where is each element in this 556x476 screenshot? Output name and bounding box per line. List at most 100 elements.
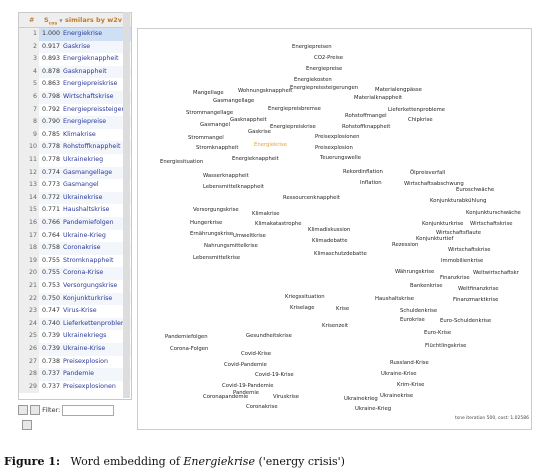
embedding-word[interactable]: Coronapandemie	[203, 394, 249, 400]
embedding-word[interactable]: Wirtschaftsflaute	[436, 230, 482, 236]
embedding-word[interactable]: Wohnungsknappheit	[238, 88, 293, 94]
embedding-word[interactable]: Gasmangel	[200, 122, 230, 128]
embedding-word[interactable]: Ukraine-Krise	[381, 371, 417, 377]
embedding-word[interactable]: Preisexplosion	[315, 145, 353, 151]
table-row[interactable]: 19 0.755 Stromknappheit	[19, 254, 131, 268]
embedding-word[interactable]: Ukrainekrise	[380, 393, 414, 399]
embedding-word[interactable]: Energiekrise	[254, 142, 287, 148]
embedding-word[interactable]: Klimadiskussion	[308, 227, 351, 233]
embedding-word[interactable]: Russland-Krise	[390, 360, 429, 366]
embedding-word[interactable]: Stromknappheit	[196, 145, 239, 151]
table-row[interactable]: 28 0.737 Pandemie	[19, 368, 131, 381]
table-row[interactable]: 16 0.766 Pandemiefolgen	[19, 217, 131, 230]
table-row[interactable]: 22 0.750 Konjunkturkrise	[19, 292, 131, 306]
embedding-word[interactable]: Krisenzeit	[322, 323, 349, 329]
table-row[interactable]: 12 0.774 Gasmangellage	[19, 166, 131, 180]
embedding-word[interactable]: Schuldenkrise	[400, 308, 438, 314]
embedding-word[interactable]: Rohstoffknappheit	[342, 124, 391, 130]
table-row[interactable]: 8 0.790 Energiepreise	[19, 116, 131, 129]
scrollbar[interactable]	[123, 12, 130, 398]
embedding-word[interactable]: Immobilienkrise	[441, 258, 484, 264]
embedding-word[interactable]: Gasknappheit	[230, 117, 267, 123]
embedding-word[interactable]: Energiesituation	[160, 159, 204, 165]
embedding-word[interactable]: Versorgungskrise	[193, 207, 239, 213]
embedding-word[interactable]: Wirtschaftskrise	[448, 247, 491, 253]
embedding-word[interactable]: Lieferkettenprobleme	[388, 107, 446, 113]
table-row[interactable]: 10 0.778 Rohstoffknappheit	[19, 141, 131, 154]
table-row[interactable]: 7 0.792 Energiepreissteiger	[19, 103, 131, 117]
embedding-word[interactable]: Covid-Krise	[241, 351, 271, 357]
header-score[interactable]: Scos ▼	[44, 16, 63, 27]
embedding-word[interactable]: Ukrainekrieg	[344, 396, 378, 402]
filter-input[interactable]	[62, 404, 115, 416]
embedding-word[interactable]: Wirtschaftsabschwung	[404, 181, 464, 187]
embedding-word[interactable]: Pandemie	[233, 390, 260, 396]
embedding-word[interactable]: Wirtschaftskrise	[470, 221, 513, 227]
embedding-word[interactable]: Ressourcenknappheit	[283, 195, 340, 201]
embedding-word[interactable]: Inflation	[360, 180, 382, 186]
embedding-word[interactable]: Energieknappheit	[232, 156, 279, 162]
table-row[interactable]: 5 0.863 Energiepreiskrise	[19, 78, 131, 91]
embedding-word[interactable]: Materialknappheit	[354, 95, 403, 101]
icon[interactable]	[30, 405, 41, 415]
embedding-word[interactable]: Gesundheitskrise	[246, 333, 292, 339]
embedding-word[interactable]: Euro-Krise	[424, 330, 452, 336]
embedding-word[interactable]: Finanzmarktkrise	[453, 297, 499, 303]
table-row[interactable]: 11 0.778 Ukrainekrieg	[19, 154, 131, 167]
icon[interactable]	[22, 420, 32, 430]
table-row[interactable]: 1 1.000 Energiekrise	[19, 28, 131, 41]
embedding-word[interactable]: Covid-Pandemie	[224, 362, 267, 368]
embedding-word[interactable]: Euroschwäche	[456, 187, 495, 193]
header-words[interactable]: similars by w2v	[65, 16, 122, 24]
embedding-word[interactable]: Energiepreissteigerungen	[290, 85, 359, 91]
embedding-word[interactable]: Gaskrise	[248, 129, 271, 135]
icon[interactable]	[18, 405, 28, 415]
table-row[interactable]: 13 0.773 Gasmangel	[19, 179, 131, 192]
embedding-word[interactable]: Konjunkturschwäche	[466, 210, 521, 216]
embedding-word[interactable]: Währungskrise	[395, 269, 435, 275]
embedding-word[interactable]: Klimadebatte	[312, 238, 348, 244]
embedding-word[interactable]: Covid-19-Pandemie	[222, 383, 274, 389]
table-row[interactable]: 17 0.764 Ukraine-Krieg	[19, 229, 131, 243]
embedding-word[interactable]: Krise	[336, 306, 350, 312]
embedding-word[interactable]: Ernährungskrise	[190, 231, 234, 237]
embedding-word[interactable]: Lebensmittelkrise	[193, 255, 241, 261]
embedding-word[interactable]: Krim-Krise	[397, 382, 425, 388]
embedding-word[interactable]: Viruskrise	[273, 394, 300, 400]
embedding-word[interactable]: Materialengpässe	[375, 87, 422, 93]
embedding-word[interactable]: Wasserknappheit	[203, 173, 249, 179]
table-row[interactable]: 24 0.740 Lieferkettenprobler	[19, 317, 131, 331]
table-row[interactable]: 9 0.785 Klimakrise	[19, 128, 131, 142]
embedding-word[interactable]: Covid-19-Krise	[255, 372, 294, 378]
embedding-word[interactable]: Klimaschutzdebatte	[314, 251, 367, 257]
embedding-word[interactable]: Pandemiefolgen	[165, 334, 208, 340]
embedding-word[interactable]: Eurokrise	[400, 317, 425, 323]
table-row[interactable]: 4 0.878 Gasknappheit	[19, 65, 131, 79]
embedding-word[interactable]: Ölpreisverfall	[410, 170, 446, 176]
embedding-word[interactable]: Euro-Schuldenkrise	[440, 318, 492, 324]
embedding-word[interactable]: Flüchtlingskrise	[425, 343, 467, 349]
embedding-word[interactable]: Konjunkturtief	[416, 236, 454, 242]
table-row[interactable]: 25 0.739 Ukrainekriegs	[19, 330, 131, 343]
embedding-word[interactable]: Energiepreise	[306, 66, 343, 72]
embedding-word[interactable]: Rekordinflation	[343, 169, 383, 175]
table-row[interactable]: 20 0.755 Corona-Krise	[19, 267, 131, 280]
embedding-word[interactable]: Energiekosten	[294, 77, 332, 83]
table-row[interactable]: 23 0.747 Virus-Krise	[19, 305, 131, 318]
embedding-word[interactable]: Hungerkrise	[190, 220, 223, 226]
table-row[interactable]: 6 0.798 Wirtschaftskrise	[19, 91, 131, 104]
embedding-word[interactable]: Ukraine-Krieg	[355, 406, 392, 412]
embedding-word[interactable]: Kriselage	[290, 305, 315, 311]
embedding-word[interactable]: Klimakrise	[252, 211, 280, 217]
embedding-word[interactable]: Chipkrise	[408, 117, 433, 123]
table-row[interactable]: 21 0.753 Versorgungskrise	[19, 280, 131, 293]
embedding-word[interactable]: Finanzkrise	[440, 275, 470, 281]
embedding-word[interactable]: CO2-Preise	[314, 55, 344, 61]
embedding-word[interactable]: Klimakatastrophe	[255, 221, 302, 227]
embedding-word[interactable]: Bankenkrise	[410, 283, 443, 289]
embedding-word[interactable]: Umweltkrise	[233, 233, 266, 239]
embedding-word[interactable]: Corona-Folgen	[170, 346, 209, 352]
table-row[interactable]: 2 0.917 Gaskrise	[19, 40, 131, 54]
table-row[interactable]: 26 0.739 Ukraine-Krise	[19, 343, 131, 356]
embedding-word[interactable]: Energiepreisen	[292, 44, 332, 50]
